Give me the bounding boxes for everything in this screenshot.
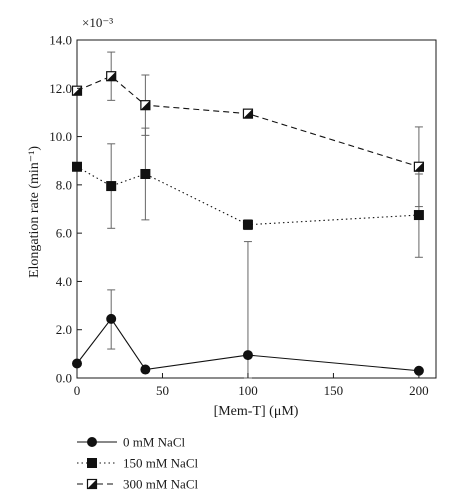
error-bars <box>107 51 423 208</box>
data-point <box>72 358 82 369</box>
data-point <box>140 364 151 375</box>
y-tick-label: 12.0 <box>49 81 72 96</box>
x-axis-title: [Mem-T] (μM) <box>214 404 299 419</box>
data-point <box>72 161 82 172</box>
y-tick-label: 8.0 <box>56 177 72 192</box>
y-axis-title: Elongation rate (min⁻¹) <box>27 146 42 278</box>
error-bars <box>107 127 423 258</box>
legend-item-3: 300 mM NaCl <box>77 477 199 492</box>
y-tick-label: 2.0 <box>56 322 72 337</box>
axes-layer: 0 50 100 150 200 0.0 2.0 4.0 6.0 8.0 10.0 12.0 14.0 <box>49 33 428 399</box>
legend-marker <box>87 458 97 468</box>
series-layer <box>71 51 425 379</box>
plot-frame <box>76 39 437 379</box>
series-line <box>76 75 420 168</box>
legend-marker <box>87 437 97 447</box>
x-tick-label: 50 <box>156 383 169 398</box>
y-tick-label: 14.0 <box>49 33 72 48</box>
legend-label: 150 mM NaCl <box>123 456 199 471</box>
plot-border <box>76 39 437 379</box>
data-point <box>140 168 151 179</box>
marker-fill <box>140 100 150 110</box>
data-point <box>71 85 83 96</box>
data-point <box>140 100 151 111</box>
legend-label: 0 mM NaCl <box>123 435 186 450</box>
marker-fill <box>243 109 253 119</box>
marker-fill <box>106 71 116 81</box>
data-point <box>242 108 254 119</box>
series-line <box>76 166 419 226</box>
data-point <box>106 71 117 82</box>
x-tick-label: 0 <box>74 383 81 398</box>
y-axis-multiplier: ×10⁻³ <box>82 15 113 30</box>
x-tick-label: 100 <box>238 383 258 398</box>
marker-fill <box>414 162 424 172</box>
y-tick-label: 4.0 <box>56 274 72 289</box>
x-tick-label: 150 <box>324 383 344 398</box>
legend-item-1: 0 mM NaCl <box>77 435 186 450</box>
legend-label: 300 mM NaCl <box>123 477 199 492</box>
data-point <box>413 161 425 172</box>
data-point <box>242 350 253 361</box>
data-point <box>413 210 424 221</box>
marker-fill <box>87 479 97 489</box>
legend-item-2: 150 mM NaCl <box>77 456 199 471</box>
series-1 <box>72 241 424 379</box>
y-tick-label: 0.0 <box>56 371 72 386</box>
data-point <box>106 181 117 192</box>
y-tick-label: 10.0 <box>49 129 72 144</box>
x-tick-label: 200 <box>409 383 429 398</box>
y-tick-label: 6.0 <box>56 226 72 241</box>
data-point <box>106 313 117 324</box>
series-2 <box>72 127 424 258</box>
legend: 0 mM NaCl 150 mM NaCl 300 mM NaCl <box>77 435 199 492</box>
data-point <box>242 219 253 230</box>
legend-marker <box>86 478 98 490</box>
series-3 <box>71 51 425 208</box>
